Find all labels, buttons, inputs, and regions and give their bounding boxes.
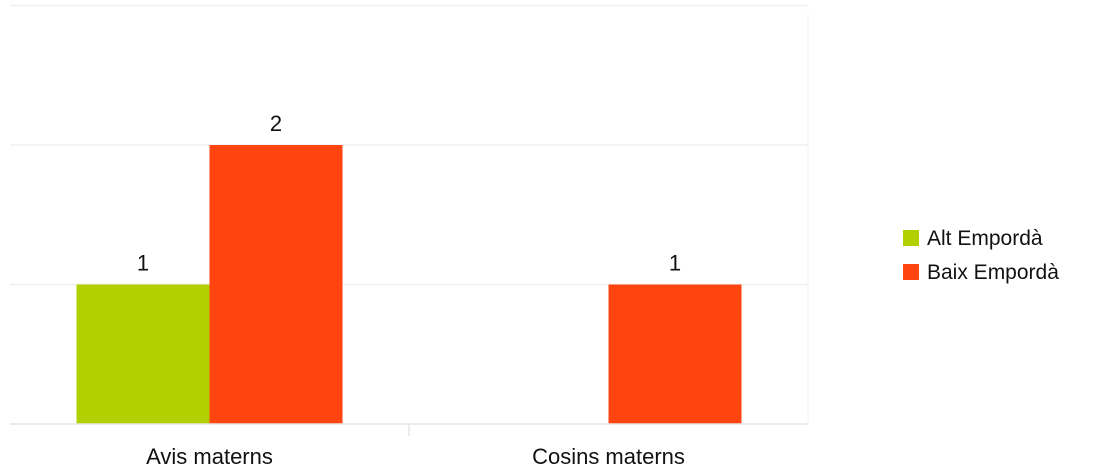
category-label: Cosins materns bbox=[532, 444, 685, 468]
data-label: 1 bbox=[137, 251, 149, 276]
legend-swatch bbox=[903, 230, 919, 246]
data-label: 1 bbox=[669, 251, 681, 276]
bar-baix-empord- bbox=[608, 284, 742, 424]
legend-swatch bbox=[903, 264, 919, 280]
legend: Alt Empordà Baix Empordà bbox=[903, 227, 1059, 284]
bar-alt-empord- bbox=[76, 284, 210, 424]
data-labels: 1 2 1 bbox=[137, 111, 681, 276]
legend-label: Alt Empordà bbox=[927, 227, 1043, 250]
legend-label: Baix Empordà bbox=[927, 261, 1059, 284]
bar-baix-empord- bbox=[209, 145, 343, 424]
category-label: Avis materns bbox=[146, 444, 273, 468]
data-label: 2 bbox=[270, 111, 282, 136]
bars bbox=[76, 145, 742, 424]
x-axis: Avis materns Cosins materns bbox=[10, 423, 808, 468]
